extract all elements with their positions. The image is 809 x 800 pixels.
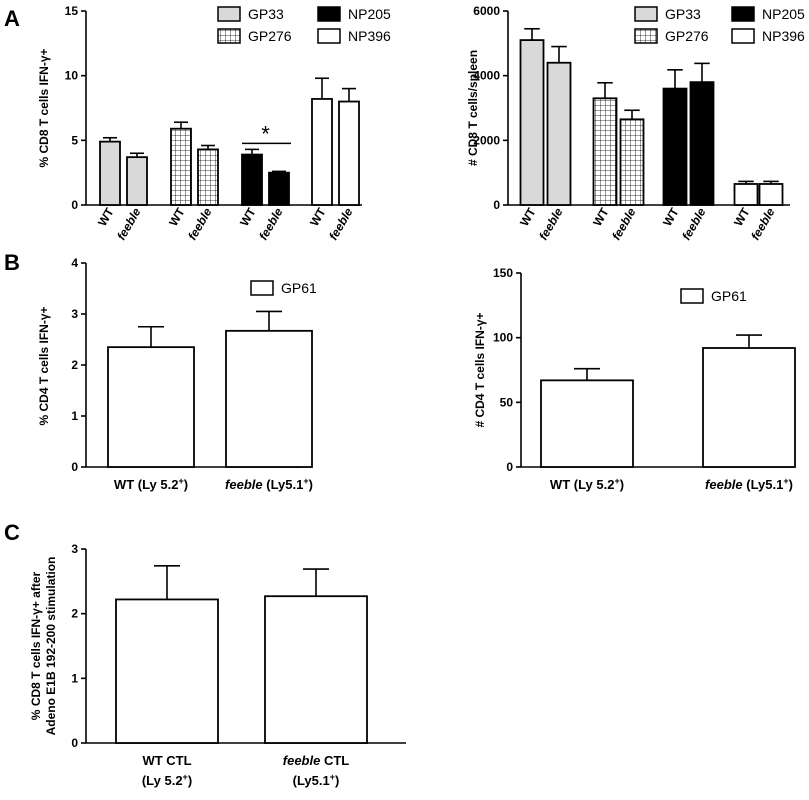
a-right-bar xyxy=(619,118,645,206)
c-y-tick-label: 1 xyxy=(71,671,78,685)
a-right-y-tick-label: 0 xyxy=(493,198,500,212)
a-right-bar xyxy=(592,97,618,206)
a-right-y-tick-label: 6000 xyxy=(473,4,500,18)
a-left-x-tick-label: feeble xyxy=(326,205,356,242)
b-left-bar xyxy=(225,329,313,468)
a-right-legend-swatch xyxy=(634,6,658,22)
a-left-y-tick-label: 10 xyxy=(65,69,79,83)
b-right-x-tick-label: WT (Ly 5.2+) xyxy=(550,476,624,492)
b-right-bar xyxy=(540,379,634,468)
panel-label-c: C xyxy=(4,520,20,545)
a-right-bar xyxy=(689,81,715,206)
a-right-legend-swatch xyxy=(731,28,755,44)
a-right-legend-label: GP33 xyxy=(665,6,701,22)
a-right-bar xyxy=(662,87,688,206)
c-x-tick-label: WT CTL xyxy=(142,753,191,768)
b-left-y-tick-label: 0 xyxy=(71,460,78,474)
a-right-bar xyxy=(519,39,545,206)
panel-label-b: B xyxy=(4,250,20,275)
b-left-y-tick-label: 3 xyxy=(71,307,78,321)
a-left-y-axis-label: % CD8 T cells IFN-γ+ xyxy=(37,48,51,167)
a-left-y-tick-label: 5 xyxy=(71,133,78,147)
a-right-legend-label: GP276 xyxy=(665,28,709,44)
b-right-bar xyxy=(702,347,796,468)
a-right-legend-label: NP396 xyxy=(762,28,805,44)
a-right-x-tick-label: WT xyxy=(660,205,682,229)
a-right-bar xyxy=(758,183,784,206)
a-left-x-tick-label: feeble xyxy=(185,205,215,242)
a-right-bar xyxy=(733,183,759,206)
b-right-x-tick-label: feeble (Ly5.1+) xyxy=(705,476,793,492)
a-right-x-tick-label: WT xyxy=(517,205,539,229)
b-left-y-axis-label: % CD4 T cells IFN-γ+ xyxy=(37,306,51,425)
c-y-tick-label: 3 xyxy=(71,542,78,556)
b-right-y-tick-label: 150 xyxy=(493,266,513,280)
a-right-x-tick-label: feeble xyxy=(748,205,778,242)
b-left-x-tick-label: feeble (Ly5.1+) xyxy=(225,476,313,492)
a-right-legend-label: NP205 xyxy=(762,6,805,22)
a-left-x-tick-label: feeble xyxy=(114,205,144,242)
b-right-legend-swatch xyxy=(680,288,704,304)
c-y-tick-label: 0 xyxy=(71,736,78,750)
a-left-legend-label: NP396 xyxy=(348,28,391,44)
a-left-legend-swatch xyxy=(317,6,341,22)
b-left-x-tick-label: WT (Ly 5.2+) xyxy=(114,476,188,492)
a-right-legend-swatch xyxy=(634,28,658,44)
c-bar xyxy=(115,598,219,744)
a-right-x-tick-label: feeble xyxy=(679,205,709,242)
a-left-x-tick-label: feeble xyxy=(256,205,286,242)
a-left-bar xyxy=(126,156,148,206)
a-left-y-tick-label: 0 xyxy=(71,198,78,212)
c-bar xyxy=(264,595,368,744)
a-left-significance-marker: * xyxy=(261,121,270,146)
a-left-x-tick-label: WT xyxy=(166,205,188,229)
a-left-bar xyxy=(338,100,360,206)
a-right-x-tick-label: feeble xyxy=(536,205,566,242)
a-left-legend-swatch xyxy=(217,28,241,44)
b-right-y-tick-label: 50 xyxy=(500,395,514,409)
b-right-y-tick-label: 100 xyxy=(493,331,513,345)
b-right-y-tick-label: 0 xyxy=(506,460,513,474)
a-left-x-tick-label: WT xyxy=(307,205,329,229)
b-right-y-axis-label: # CD4 T cells IFN-γ+ xyxy=(473,312,487,427)
b-left-y-tick-label: 4 xyxy=(71,256,78,270)
a-left-legend-label: NP205 xyxy=(348,6,391,22)
a-right-x-tick-label: feeble xyxy=(609,205,639,242)
a-right-bar xyxy=(546,61,572,206)
c-x-tick-label: feeble CTL xyxy=(283,753,350,768)
a-right-y-tick-label: 4000 xyxy=(473,69,500,83)
a-left-bar xyxy=(170,127,192,206)
a-left-legend-swatch xyxy=(317,28,341,44)
b-left-y-tick-label: 1 xyxy=(71,409,78,423)
a-right-y-axis-label: # CD8 T cells/spleen xyxy=(466,50,480,166)
a-right-x-tick-label: WT xyxy=(731,205,753,229)
a-left-legend-label: GP33 xyxy=(248,6,284,22)
a-left-x-tick-label: WT xyxy=(95,205,117,229)
a-left-bar xyxy=(99,140,121,206)
c-y-axis-label-line: % CD8 T cells IFN-γ+ after xyxy=(29,571,43,720)
c-y-axis-label-line: Adeno E1B 192-200 stimulation xyxy=(44,557,58,736)
c-x-tick-label-line2: (Ly 5.2+) xyxy=(142,772,192,788)
c-x-tick-label-line2: (Ly5.1+) xyxy=(293,772,340,788)
b-left-legend-swatch xyxy=(250,280,274,296)
b-left-y-tick-label: 2 xyxy=(71,358,78,372)
a-left-legend-label: GP276 xyxy=(248,28,292,44)
a-right-x-tick-label: WT xyxy=(590,205,612,229)
a-left-bar xyxy=(268,171,290,206)
a-right-legend-swatch xyxy=(731,6,755,22)
a-left-x-tick-label: WT xyxy=(237,205,259,229)
b-right-legend-label: GP61 xyxy=(711,288,747,304)
a-left-bar xyxy=(311,98,333,206)
b-left-legend-label: GP61 xyxy=(281,280,317,296)
b-left-bar xyxy=(107,346,195,468)
a-left-legend-swatch xyxy=(217,6,241,22)
a-right-y-tick-label: 2000 xyxy=(473,133,500,147)
a-left-y-tick-label: 15 xyxy=(65,4,79,18)
panel-label-a: A xyxy=(4,6,20,31)
a-left-bar xyxy=(241,153,263,206)
c-y-tick-label: 2 xyxy=(71,607,78,621)
a-left-bar xyxy=(197,148,219,206)
